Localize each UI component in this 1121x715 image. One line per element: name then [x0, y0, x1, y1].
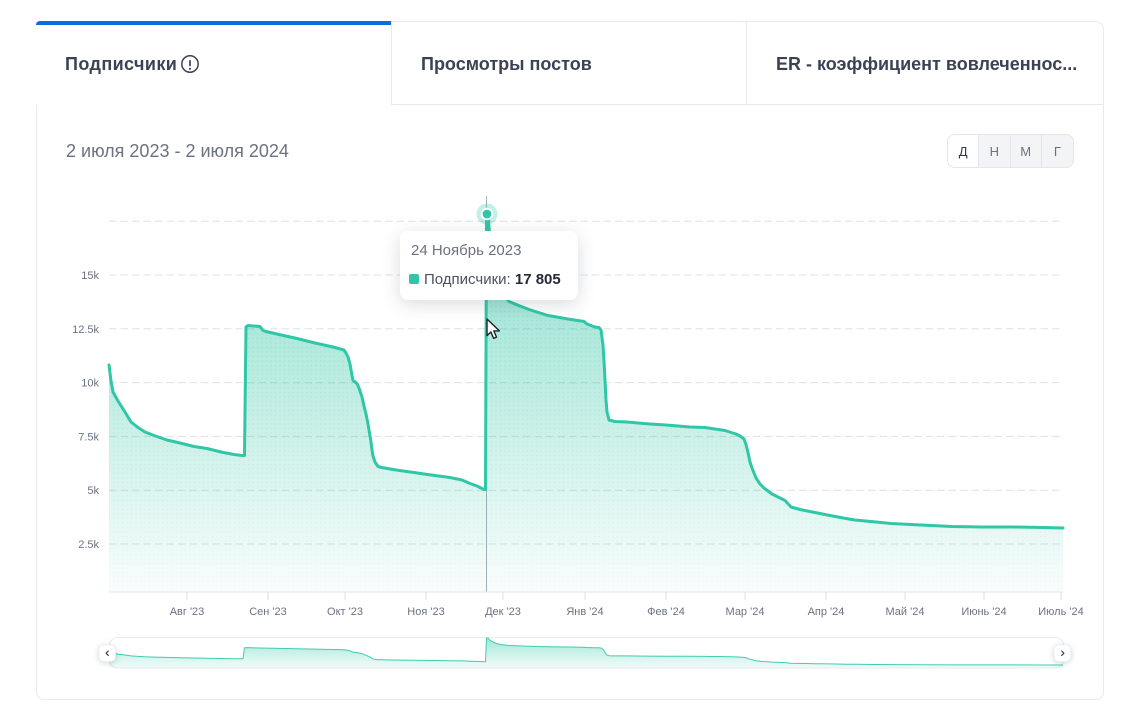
- svg-text:Мар '24: Мар '24: [726, 606, 765, 618]
- svg-text:15k: 15k: [81, 270, 99, 282]
- svg-text:Янв '24: Янв '24: [566, 606, 603, 618]
- svg-text:Май '24: Май '24: [886, 606, 925, 618]
- svg-text:Июнь '24: Июнь '24: [961, 606, 1006, 618]
- svg-text:Дек '23: Дек '23: [485, 606, 521, 618]
- svg-text:Авг '23: Авг '23: [170, 606, 205, 618]
- svg-text:12.5k: 12.5k: [72, 324, 99, 336]
- svg-text:2.5k: 2.5k: [78, 539, 99, 551]
- svg-text:Апр '24: Апр '24: [808, 606, 845, 618]
- svg-text:Ноя '23: Ноя '23: [407, 606, 444, 618]
- svg-text:10k: 10k: [81, 378, 99, 390]
- svg-text:Окт '23: Окт '23: [327, 606, 363, 618]
- svg-text:5k: 5k: [87, 485, 99, 497]
- svg-text:Фев '24: Фев '24: [647, 606, 685, 618]
- svg-text:7.5k: 7.5k: [78, 431, 99, 443]
- svg-text:Сен '23: Сен '23: [249, 606, 287, 618]
- svg-text:Июль '24: Июль '24: [1038, 606, 1083, 618]
